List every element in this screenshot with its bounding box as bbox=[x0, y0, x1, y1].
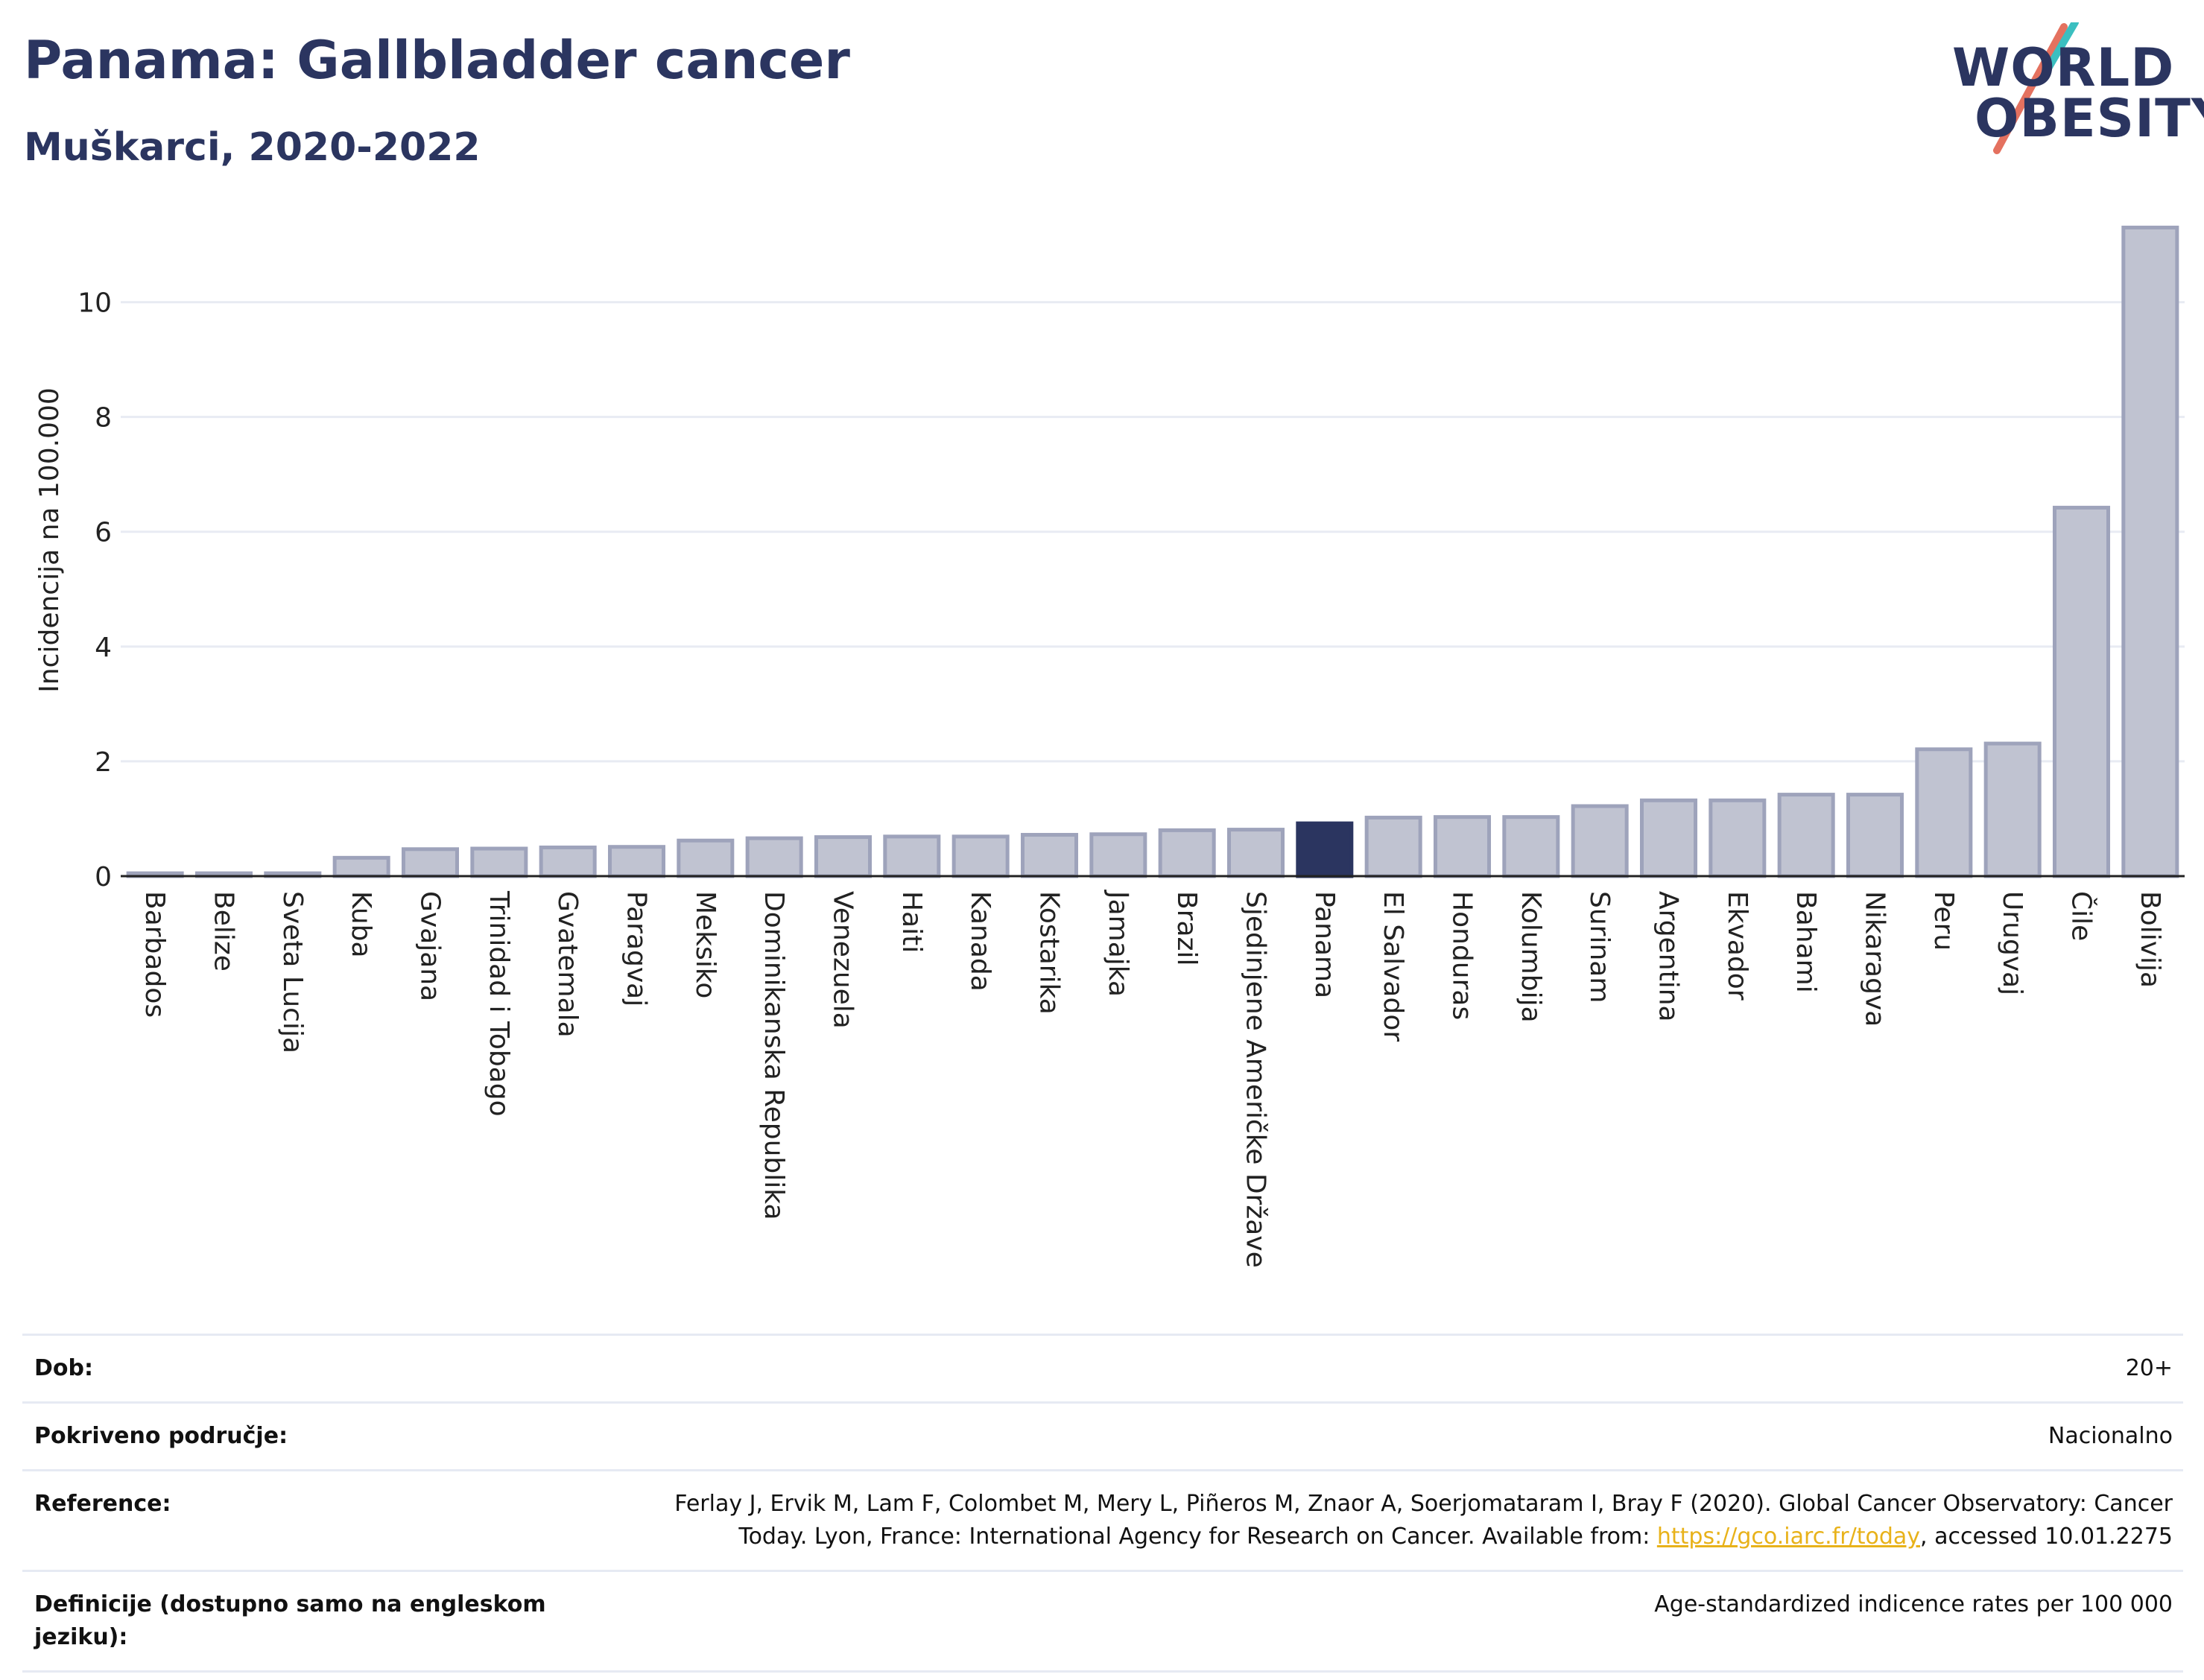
info-table: Dob: 20+ Pokriveno područje: Nacionalno … bbox=[22, 1334, 2183, 1673]
x-tick-label: Surinam bbox=[1584, 891, 1615, 1003]
bar-jamajka[interactable] bbox=[1089, 832, 1147, 878]
bar-sjedinjene-američke-države[interactable] bbox=[1226, 828, 1285, 878]
reference-value: Ferlay J, Ervik M, Lam F, Colombet M, Me… bbox=[674, 1488, 2173, 1553]
x-tick-label: Argentina bbox=[1653, 891, 1684, 1022]
y-axis-label: Incidencija na 100.000 bbox=[34, 387, 65, 693]
bar-kolumbija[interactable] bbox=[1502, 815, 1560, 878]
age-label: Dob: bbox=[34, 1355, 93, 1381]
bar-surinam[interactable] bbox=[1571, 804, 1629, 878]
x-tick-label: Brazil bbox=[1171, 891, 1202, 966]
x-tick-label: Trinidad i Tobago bbox=[484, 890, 514, 1117]
x-tick-label: Sjedinjene Američke Države bbox=[1241, 891, 1271, 1268]
x-tick-label: Peru bbox=[1928, 891, 1959, 951]
bar-paragvaj[interactable] bbox=[607, 845, 666, 878]
bars bbox=[126, 225, 2179, 878]
bar-argentina[interactable] bbox=[1639, 798, 1698, 878]
info-row-coverage: Pokriveno područje: Nacionalno bbox=[22, 1404, 2183, 1471]
x-tick-label: Sveta Lucija bbox=[277, 891, 308, 1053]
definitions-value: Age-standardized indicence rates per 100… bbox=[1654, 1591, 2173, 1617]
reference-link[interactable]: https://gco.iarc.fr/today bbox=[1656, 1524, 1921, 1550]
coverage-label: Pokriveno područje: bbox=[34, 1423, 288, 1449]
x-tick-label: Nikaragva bbox=[1860, 891, 1890, 1027]
bar-kanada[interactable] bbox=[951, 834, 1010, 878]
reference-label: Reference: bbox=[34, 1491, 171, 1517]
bar-brazil[interactable] bbox=[1158, 828, 1216, 878]
bar-bahami[interactable] bbox=[1777, 793, 1835, 878]
bar-el-salvador[interactable] bbox=[1364, 815, 1422, 878]
x-tick-label: Barbados bbox=[139, 891, 170, 1018]
bar-venezuela[interactable] bbox=[814, 835, 873, 878]
reference-line-2-pre: Today. Lyon, France: International Agenc… bbox=[738, 1524, 1657, 1550]
bar-chart: 0 2 4 6 8 10 Barbados Belize Sveta Lucija Kuba Gva… bbox=[34, 225, 2185, 1268]
logo-line-1: WORLD bbox=[1952, 37, 2175, 98]
bar-kuba[interactable] bbox=[332, 855, 390, 878]
bar-haiti[interactable] bbox=[883, 834, 941, 878]
tick-labels: 0 2 4 6 8 10 Barbados Belize Sveta Lucija Kuba Gva… bbox=[77, 288, 2165, 1268]
x-tick-label: Bahami bbox=[1790, 891, 1821, 993]
bar-bolivija[interactable] bbox=[2121, 225, 2179, 878]
x-tick-label: Kolumbija bbox=[1516, 891, 1546, 1023]
x-tick-label: Ekvador bbox=[1722, 891, 1752, 1001]
world-obesity-logo: WORLD OBESITY bbox=[1937, 22, 2204, 156]
bar-kostarika[interactable] bbox=[1020, 833, 1079, 878]
grid-lines bbox=[121, 301, 2185, 763]
logo-line-2: OBESITY bbox=[1975, 88, 2204, 149]
x-tick-label: Bolivija bbox=[2135, 891, 2165, 988]
bar-gvatemala[interactable] bbox=[539, 845, 597, 878]
x-tick-label: Venezuela bbox=[828, 891, 858, 1029]
bar-peru[interactable] bbox=[1915, 747, 1973, 878]
info-row-age: Dob: 20+ bbox=[22, 1336, 2183, 1404]
age-value: 20+ bbox=[2125, 1355, 2173, 1381]
bar-dominikanska-republika[interactable] bbox=[745, 836, 803, 878]
x-tick-label: Paragvaj bbox=[621, 891, 652, 1007]
x-tick-label: El Salvador bbox=[1378, 891, 1408, 1042]
x-tick-label: Haiti bbox=[896, 891, 927, 953]
y-tick-label: 8 bbox=[95, 403, 112, 434]
y-tick-label: 4 bbox=[95, 633, 112, 663]
x-tick-label: Honduras bbox=[1447, 891, 1478, 1020]
coverage-value: Nacionalno bbox=[2048, 1423, 2173, 1449]
x-tick-label: Čile bbox=[2066, 891, 2097, 941]
info-row-definitions: Definicije (dostupno samo na engleskom j… bbox=[22, 1572, 2183, 1673]
x-tick-label: Urugvaj bbox=[1997, 891, 2027, 995]
x-tick-label: Jamajka bbox=[1103, 890, 1133, 997]
bar-urugvaj[interactable] bbox=[1983, 741, 2042, 878]
x-tick-label: Panama bbox=[1309, 891, 1340, 998]
x-tick-label: Meksiko bbox=[690, 891, 721, 998]
x-tick-label: Gvatemala bbox=[552, 891, 583, 1038]
x-tick-label: Belize bbox=[209, 891, 239, 971]
page-title: Panama: Gallbladder cancer bbox=[24, 30, 850, 91]
x-tick-label: Dominikanska Republika bbox=[759, 891, 789, 1220]
reference-line-1: Ferlay J, Ervik M, Lam F, Colombet M, Me… bbox=[674, 1491, 2173, 1517]
x-tick-label: Gvajana bbox=[415, 891, 446, 1001]
y-tick-label: 2 bbox=[95, 747, 112, 778]
bar-nikaragva[interactable] bbox=[1846, 793, 1904, 878]
definitions-label: Definicije (dostupno samo na engleskom j… bbox=[34, 1591, 546, 1650]
bar-ekvador[interactable] bbox=[1709, 798, 1767, 878]
x-tick-label: Kanada bbox=[965, 891, 995, 992]
y-tick-label: 6 bbox=[95, 518, 112, 548]
reference-line-2-post: , accessed 10.01.2275 bbox=[1920, 1524, 2173, 1550]
page-subtitle: Muškarci, 2020-2022 bbox=[24, 125, 481, 170]
bar-honduras[interactable] bbox=[1433, 815, 1492, 878]
bar-panama[interactable] bbox=[1296, 821, 1354, 878]
y-tick-label: 10 bbox=[77, 288, 112, 319]
x-tick-label: Kostarika bbox=[1034, 891, 1065, 1015]
bar-trinidad-i-tobago[interactable] bbox=[470, 846, 528, 878]
bar-gvajana[interactable] bbox=[401, 847, 460, 878]
y-tick-label: 0 bbox=[95, 862, 112, 893]
bar-meksiko[interactable] bbox=[677, 838, 735, 878]
x-tick-label: Kuba bbox=[346, 891, 376, 958]
bar-čile[interactable] bbox=[2052, 505, 2111, 878]
info-row-reference: Reference: Ferlay J, Ervik M, Lam F, Col… bbox=[22, 1471, 2183, 1572]
